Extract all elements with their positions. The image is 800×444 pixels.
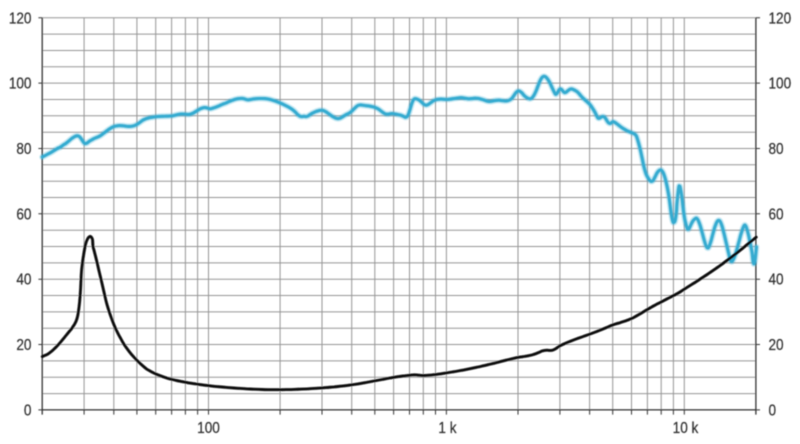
svg-text:120: 120 [9, 10, 32, 27]
svg-text:100: 100 [197, 420, 220, 437]
svg-text:80: 80 [16, 141, 31, 158]
svg-text:80: 80 [769, 141, 784, 158]
svg-text:60: 60 [769, 206, 784, 223]
svg-text:0: 0 [24, 402, 32, 419]
svg-text:20: 20 [16, 337, 31, 354]
svg-text:40: 40 [16, 272, 31, 289]
svg-text:60: 60 [16, 206, 31, 223]
svg-text:10 k: 10 k [673, 420, 699, 437]
svg-text:120: 120 [769, 10, 792, 27]
svg-text:40: 40 [769, 272, 784, 289]
svg-text:100: 100 [769, 76, 792, 93]
svg-text:0: 0 [769, 402, 777, 419]
svg-text:20: 20 [769, 337, 784, 354]
svg-text:1 k: 1 k [438, 420, 457, 437]
svg-text:100: 100 [9, 76, 32, 93]
